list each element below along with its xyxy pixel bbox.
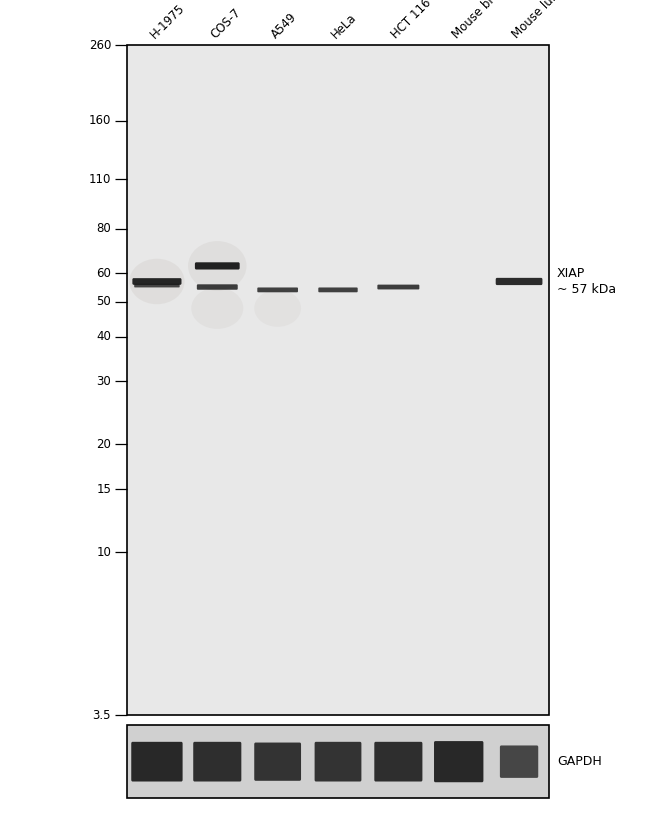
- Bar: [127, 725, 549, 798]
- Text: Mouse brain: Mouse brain: [450, 0, 510, 41]
- Text: 260: 260: [89, 39, 111, 52]
- Text: H-1975: H-1975: [148, 2, 187, 41]
- Text: 10: 10: [96, 546, 111, 558]
- FancyBboxPatch shape: [374, 742, 422, 782]
- Text: 60: 60: [96, 267, 111, 280]
- Text: Mouse lung: Mouse lung: [510, 0, 567, 41]
- Text: 110: 110: [89, 173, 111, 186]
- Text: 30: 30: [96, 375, 111, 388]
- Text: GAPDH: GAPDH: [557, 755, 602, 768]
- Text: XIAP: XIAP: [557, 266, 585, 280]
- Text: 40: 40: [96, 330, 111, 343]
- FancyBboxPatch shape: [318, 288, 358, 292]
- FancyBboxPatch shape: [254, 743, 301, 781]
- FancyBboxPatch shape: [500, 745, 538, 778]
- Text: 20: 20: [96, 437, 111, 451]
- Ellipse shape: [129, 259, 185, 304]
- Ellipse shape: [191, 288, 243, 329]
- Text: 3.5: 3.5: [93, 709, 111, 722]
- FancyBboxPatch shape: [378, 284, 419, 289]
- FancyBboxPatch shape: [193, 742, 241, 782]
- FancyBboxPatch shape: [197, 284, 238, 289]
- Text: 15: 15: [96, 483, 111, 495]
- FancyBboxPatch shape: [496, 278, 543, 285]
- Text: 80: 80: [96, 222, 111, 235]
- FancyBboxPatch shape: [133, 278, 181, 284]
- FancyBboxPatch shape: [131, 742, 183, 782]
- FancyBboxPatch shape: [195, 262, 240, 270]
- Text: A549: A549: [268, 11, 299, 41]
- FancyBboxPatch shape: [434, 741, 484, 782]
- Text: ~ 57 kDa: ~ 57 kDa: [557, 283, 616, 296]
- Ellipse shape: [188, 241, 246, 291]
- FancyBboxPatch shape: [315, 742, 361, 782]
- Bar: [127, 45, 549, 715]
- Text: HeLa: HeLa: [329, 11, 359, 41]
- Text: 50: 50: [96, 295, 111, 308]
- Ellipse shape: [254, 289, 301, 327]
- Text: COS-7: COS-7: [208, 6, 243, 41]
- Text: HCT 116: HCT 116: [389, 0, 434, 41]
- Text: 160: 160: [89, 114, 111, 127]
- FancyBboxPatch shape: [257, 288, 298, 292]
- FancyBboxPatch shape: [134, 284, 179, 288]
